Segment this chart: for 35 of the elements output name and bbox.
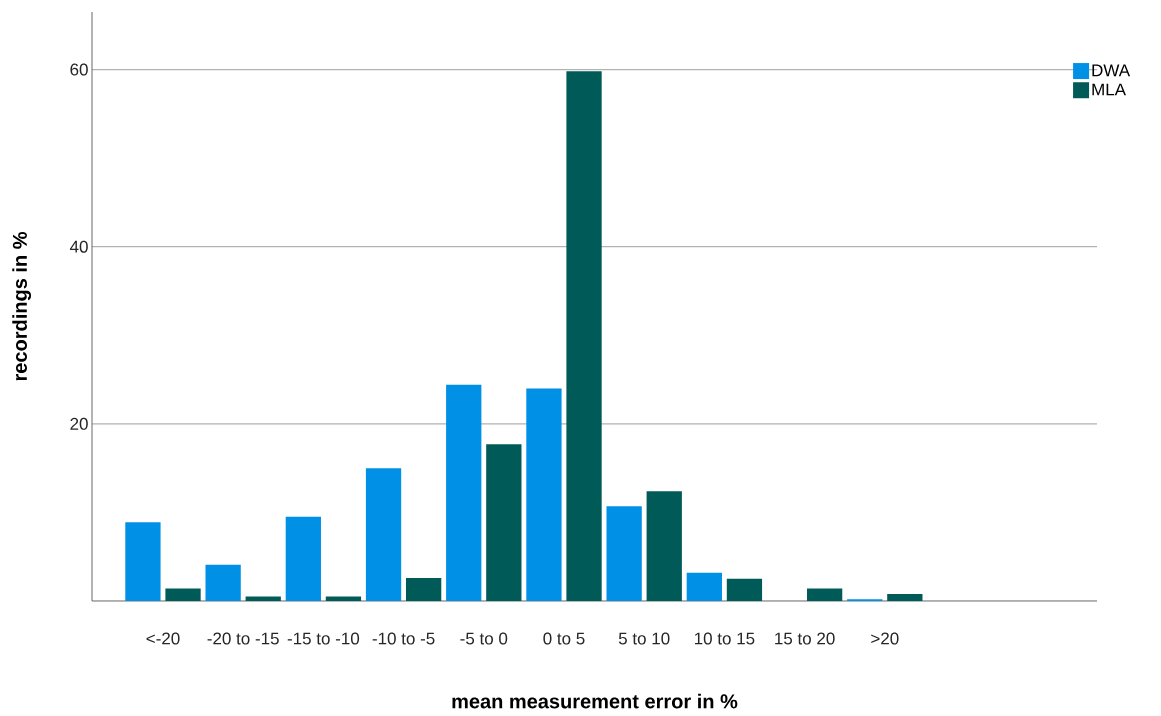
x-axis-title: mean measurement error in % xyxy=(452,693,738,709)
bar xyxy=(526,388,562,601)
bar xyxy=(807,588,843,601)
bar xyxy=(325,596,362,601)
y-tick-label: 20 xyxy=(70,417,88,430)
y-axis-title: recordings in % xyxy=(12,232,32,381)
bar xyxy=(726,578,763,601)
bar xyxy=(125,522,161,601)
bar xyxy=(486,444,522,601)
bar xyxy=(646,491,682,601)
bar xyxy=(205,564,241,601)
x-tick-label: -5 to 0 xyxy=(460,632,508,645)
bar xyxy=(887,593,923,601)
x-tick-label: 0 to 5 xyxy=(543,632,585,645)
y-tick-label: 60 xyxy=(70,63,88,76)
bar xyxy=(285,516,321,601)
legend-label: MLA xyxy=(1092,83,1126,96)
legend-label: DWA xyxy=(1092,64,1131,77)
bar xyxy=(566,71,602,601)
x-tick-label: -20 to -15 xyxy=(207,632,279,645)
bar xyxy=(165,588,201,601)
bar xyxy=(606,506,642,601)
x-tick-label: -15 to -10 xyxy=(287,632,360,645)
x-tick-label: 15 to 20 xyxy=(775,632,835,645)
bar xyxy=(245,596,281,601)
bar xyxy=(405,577,442,601)
x-tick-label: >20 xyxy=(871,632,899,645)
x-tick-label: 5 to 10 xyxy=(618,632,670,645)
bar xyxy=(686,572,722,601)
bar xyxy=(446,384,482,601)
x-tick-label: 10 to 15 xyxy=(694,632,755,645)
bar xyxy=(365,468,402,601)
y-tick-label: 40 xyxy=(69,240,88,253)
x-tick-label: <-20 xyxy=(146,632,180,645)
x-tick-label: -10 to -5 xyxy=(372,632,435,645)
